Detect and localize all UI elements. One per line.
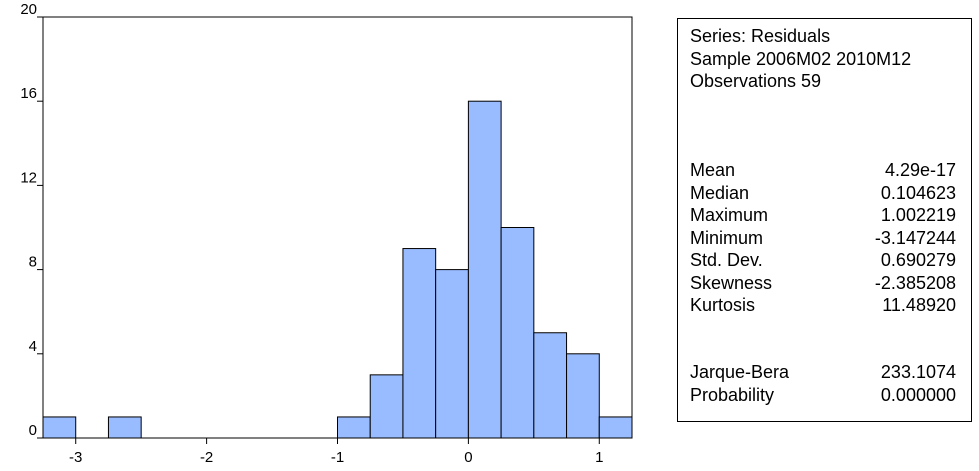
x-axis: -3 -2 -1 0 1 bbox=[69, 438, 603, 466]
histogram-chart: 0 4 8 12 16 20 -3 -2 -1 0 1 bbox=[20, 1, 633, 466]
histogram-bar bbox=[533, 332, 568, 439]
stat-row-jarque-bera: Jarque-Bera 233.1074 bbox=[690, 361, 960, 384]
stat-value: 0.690279 bbox=[880, 250, 956, 270]
histogram-bar bbox=[566, 353, 600, 439]
stat-value: 11.48920 bbox=[882, 295, 956, 315]
stat-value: 0.104623 bbox=[880, 182, 956, 203]
x-tick-label: -3 bbox=[69, 449, 82, 466]
histogram-bar bbox=[107, 416, 142, 439]
y-tick-label: 8 bbox=[29, 254, 37, 271]
stat-row-median: Median 0.104623 bbox=[690, 182, 960, 205]
stat-label: Kurtosis bbox=[690, 295, 756, 315]
stats-header: Series: Residuals Sample 2006M02 2010M12… bbox=[690, 25, 911, 93]
histogram-bar bbox=[435, 269, 469, 439]
y-tick-label: 0 bbox=[29, 422, 37, 439]
stat-value: 1.002219 bbox=[880, 205, 956, 225]
y-tick-label: 20 bbox=[20, 1, 37, 18]
stat-label: Jarque-Bera bbox=[690, 362, 790, 382]
stat-label: Mean bbox=[690, 160, 736, 180]
histogram-bar bbox=[500, 227, 535, 439]
stat-row-std-dev: Std. Dev. 0.690279 bbox=[690, 249, 960, 272]
stat-row-probability: Probability 0.000000 bbox=[690, 384, 960, 407]
stat-row-minimum: Minimum -3.147244 bbox=[690, 227, 960, 250]
series-name: Series: Residuals bbox=[690, 26, 831, 46]
stat-label: Maximum bbox=[690, 205, 769, 225]
histogram-bar bbox=[467, 100, 502, 439]
stat-label: Minimum bbox=[690, 227, 764, 248]
x-tick-label: -1 bbox=[331, 449, 344, 466]
x-tick-label: 0 bbox=[464, 449, 472, 466]
stat-label: Std. Dev. bbox=[690, 250, 763, 270]
stat-label: Skewness bbox=[690, 272, 773, 293]
histogram-bar bbox=[42, 416, 77, 439]
descriptive-statistics-panel: Series: Residuals Sample 2006M02 2010M12… bbox=[677, 18, 972, 422]
stat-value: -3.147244 bbox=[874, 227, 956, 248]
stat-value: 4.29e-17 bbox=[884, 160, 956, 180]
y-tick-label: 16 bbox=[20, 85, 37, 102]
y-tick-label: 12 bbox=[20, 169, 37, 186]
histogram-bar bbox=[598, 416, 633, 439]
histogram-bars bbox=[42, 100, 633, 439]
histogram-bar bbox=[402, 248, 437, 439]
x-tick-label: 1 bbox=[595, 449, 603, 466]
stat-row-mean: Mean 4.29e-17 bbox=[690, 159, 960, 182]
histogram-bar bbox=[337, 416, 371, 439]
stat-value: 233.1074 bbox=[880, 362, 956, 382]
stat-label: Median bbox=[690, 182, 750, 203]
stat-value: -2.385208 bbox=[874, 272, 956, 293]
stat-label: Probability bbox=[690, 384, 775, 405]
stat-row-kurtosis: Kurtosis 11.48920 bbox=[690, 294, 960, 317]
stat-row-maximum: Maximum 1.002219 bbox=[690, 204, 960, 227]
histogram-bar bbox=[369, 374, 404, 439]
y-tick-label: 4 bbox=[29, 338, 37, 355]
x-tick-label: -2 bbox=[200, 449, 213, 466]
sample-range: Sample 2006M02 2010M12 bbox=[690, 48, 912, 69]
stat-value: 0.000000 bbox=[880, 384, 956, 405]
y-axis: 0 4 8 12 16 20 bbox=[20, 1, 43, 439]
observation-count: Observations 59 bbox=[690, 71, 822, 91]
stat-row-skewness: Skewness -2.385208 bbox=[690, 272, 960, 295]
